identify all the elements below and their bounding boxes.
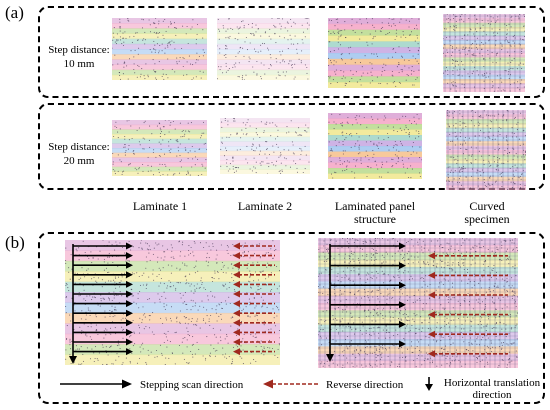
col-label-laminate1: Laminate 1 — [110, 200, 210, 213]
thumb-panel-structure-10mm — [328, 18, 420, 88]
thumb-curved-20mm — [446, 110, 526, 190]
col-label-panel-structure: Laminated panel structure — [325, 200, 425, 226]
col-label-panel-structure-line2: structure — [354, 212, 396, 226]
scan-path-curved — [318, 238, 518, 368]
step-label-10mm: Step distance: 10 mm — [44, 43, 114, 71]
thumb-laminate2-20mm — [220, 118, 310, 174]
step-text-20mm: Step distance: — [48, 141, 110, 153]
step-text-10mm: Step distance: — [48, 44, 110, 56]
legend-horizontal-line2: direction — [472, 389, 512, 401]
thumb-panel-structure-20mm — [328, 113, 422, 179]
scan-path-laminate — [65, 240, 280, 365]
col-label-curved: Curved specimen — [437, 200, 537, 226]
legend-stepping-arrow — [60, 379, 132, 389]
legend-reverse-arrow — [263, 379, 320, 389]
legend-horizontal-label: Horizontal translation direction — [440, 377, 544, 401]
legend-stepping-label: Stepping scan direction — [140, 379, 244, 391]
scan-path-arrows-left — [69, 242, 275, 364]
thumb-laminate2-10mm — [217, 18, 310, 80]
panel-b-label: (b) — [5, 233, 25, 252]
step-value-10mm: 10 mm — [63, 58, 95, 70]
thumb-curved-10mm — [443, 14, 525, 92]
legend-horizontal-arrow — [425, 377, 433, 391]
scan-path-arrows-right — [326, 242, 508, 362]
panel-a-label: (a) — [5, 3, 24, 22]
col-label-curved-line1: Curved — [469, 199, 505, 213]
col-label-laminate2-line1: Laminate 2 — [237, 199, 293, 213]
thumb-laminate1-20mm — [112, 120, 207, 176]
col-label-curved-line2: specimen — [464, 212, 510, 226]
legend-horizontal-line1: Horizontal translation — [443, 377, 541, 389]
col-label-laminate2: Laminate 2 — [215, 200, 315, 213]
row-box-10mm — [38, 6, 545, 98]
step-label-20mm: Step distance: 20 mm — [44, 140, 114, 168]
legend-reverse-label: Reverse direction — [326, 379, 404, 391]
thumb-laminate1-10mm — [112, 18, 207, 80]
panel-b-box — [38, 232, 545, 404]
row-box-20mm — [38, 103, 545, 190]
col-label-panel-structure-line1: Laminated panel — [334, 199, 416, 213]
col-label-laminate1-line1: Laminate 1 — [132, 199, 188, 213]
step-value-20mm: 20 mm — [63, 155, 95, 167]
